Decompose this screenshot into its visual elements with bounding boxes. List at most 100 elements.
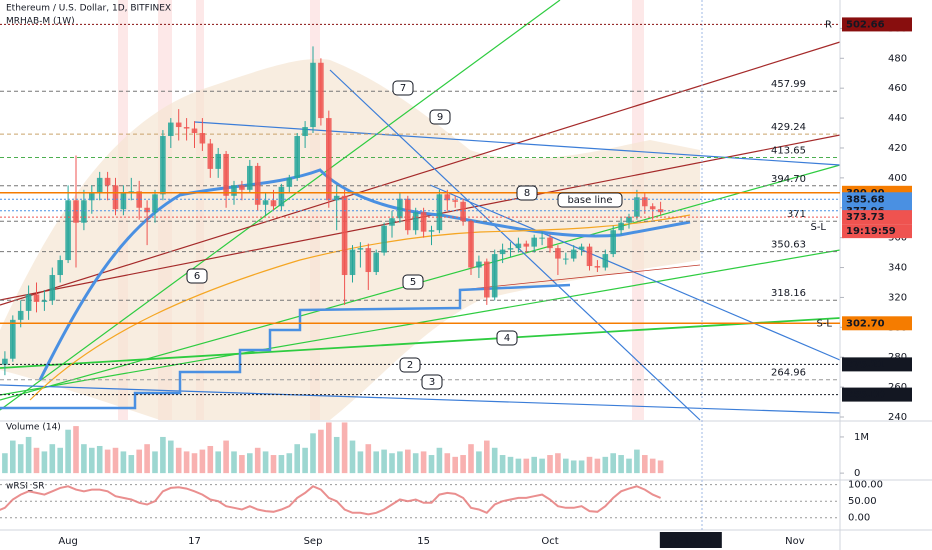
volume-bar	[397, 451, 403, 474]
volume-bar	[531, 456, 537, 474]
volume-bar	[207, 445, 214, 474]
volume-bar	[381, 449, 387, 474]
price-badge	[842, 357, 912, 372]
volume-bar	[33, 447, 40, 474]
candle-body	[278, 186, 285, 207]
candle-body	[215, 153, 221, 169]
volume-title: Volume (14)	[6, 423, 61, 433]
volume-bar	[570, 460, 577, 474]
callout-label: 9	[437, 112, 443, 123]
volume-tick-label: 0	[854, 468, 860, 479]
volume-bar	[286, 453, 293, 474]
volume-bar	[491, 447, 498, 474]
volume-bar	[247, 453, 253, 474]
x-tick-label: 20-10-20	[667, 536, 712, 547]
y-tick-label: 360	[888, 233, 907, 244]
callout-label: 3	[429, 377, 435, 388]
y-tick-label: 340	[888, 263, 907, 274]
price-badge-label: 502.66	[846, 19, 885, 30]
moving-average	[38, 168, 691, 381]
volume-bar	[436, 447, 443, 474]
candle-body	[239, 185, 245, 190]
callout-label: 8	[524, 188, 530, 199]
candle-body	[634, 197, 640, 217]
candle-body	[302, 127, 308, 137]
volume-bar	[270, 455, 277, 474]
volume-bar	[199, 449, 206, 474]
candle-body	[539, 237, 545, 239]
candle-body	[586, 246, 593, 267]
volume-bar	[405, 449, 411, 474]
candle-body	[136, 191, 142, 208]
candle-body	[507, 248, 514, 250]
candle-body	[436, 194, 443, 231]
candle-body	[555, 248, 561, 259]
candle-body	[120, 192, 127, 210]
volume-bar	[649, 458, 656, 474]
candle-body	[191, 128, 198, 134]
candle-body	[349, 249, 356, 276]
volume-bar	[626, 458, 632, 474]
level-label: 350.63	[771, 240, 806, 251]
volume-bar	[96, 445, 103, 474]
candle-body	[262, 200, 269, 205]
volume-bar	[657, 460, 664, 474]
callout-box	[399, 357, 421, 373]
chart-title: Ethereum / U.S. Dollar, 1D, BITFINEX	[6, 4, 171, 14]
candle-body	[547, 237, 553, 249]
volume-bar	[428, 455, 435, 474]
candle-body	[333, 195, 340, 201]
candle-body	[57, 260, 63, 276]
candle-body	[104, 177, 111, 186]
level-label: 413.65	[771, 145, 806, 156]
cloud-band	[0, 59, 700, 421]
volume-bar	[302, 447, 308, 474]
volume-bar	[412, 453, 419, 474]
x-tick-label: Oct	[541, 536, 558, 547]
volume-bar	[318, 429, 324, 474]
volume-bar	[333, 436, 340, 474]
level-label: 457.99	[771, 79, 806, 90]
volume-bar	[610, 453, 616, 474]
volume-bar	[136, 449, 142, 474]
volume-bar	[152, 451, 158, 474]
price-badge-label: 275.21	[846, 359, 885, 370]
volume-bar	[460, 455, 466, 474]
candle-body	[626, 216, 632, 223]
candle-body	[33, 294, 40, 302]
candle-body	[365, 248, 372, 273]
rsi-tick-label: 100.00	[848, 480, 883, 491]
candle-body	[25, 294, 32, 311]
volume-bar	[41, 451, 48, 474]
x-tick-label: Sep	[304, 536, 323, 547]
volume-tick-label: 1M	[854, 432, 869, 443]
price-badge	[842, 210, 912, 225]
callout-box	[186, 268, 208, 284]
candle-body	[96, 177, 103, 193]
volume-bar	[25, 436, 32, 474]
volume-bar	[563, 458, 569, 474]
price-badge	[842, 192, 912, 207]
volume-bar	[104, 449, 111, 474]
candle-body	[318, 62, 324, 119]
volume-bar	[618, 455, 624, 474]
volume-bar	[586, 456, 593, 474]
candle-body	[570, 249, 577, 259]
badge-tag: R	[825, 19, 832, 30]
volume-bar	[89, 447, 95, 474]
callout-box	[496, 330, 518, 346]
candle-body	[270, 200, 277, 207]
volume-bar	[365, 444, 372, 474]
candle-body	[41, 300, 48, 302]
volume-bar	[223, 440, 229, 474]
candle-body	[17, 310, 24, 320]
candle-body	[247, 165, 253, 190]
volume-bar	[547, 455, 553, 474]
date-badge	[659, 532, 722, 548]
candle-body	[563, 258, 569, 260]
callout-label: 7	[400, 83, 406, 94]
volume-bar	[594, 458, 601, 474]
candle-body	[420, 212, 427, 232]
candle-body	[484, 261, 490, 298]
candle-body	[389, 218, 395, 226]
